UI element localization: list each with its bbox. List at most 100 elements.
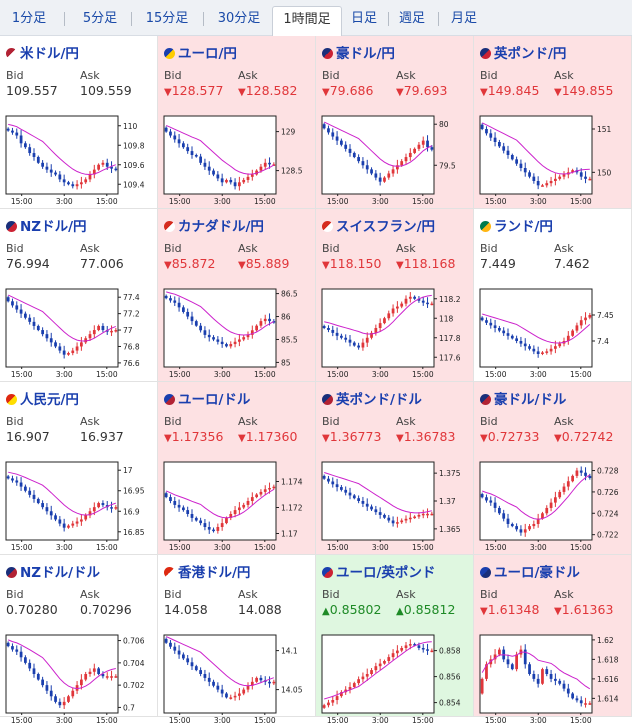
pair-title[interactable]: 香港ドル/円 <box>164 561 251 581</box>
rate-card[interactable]: 英ポンド/ドル Bid Ask ▼1.36773 ▼1.36783 1.375 1.37 1.… <box>316 382 474 555</box>
ask-number: 109.559 <box>80 83 132 98</box>
pair-title[interactable]: 豪ドル/円 <box>322 42 395 62</box>
pair-name[interactable]: ユーロ/豪ドル <box>494 565 580 581</box>
candle-body <box>80 519 83 522</box>
candle-body <box>400 161 404 166</box>
rate-card[interactable]: ランド/円 Bid Ask 7.449 7.462 7.45 7.4 15:00 3:00 15:… <box>474 209 632 382</box>
pair-title[interactable]: ランド/円 <box>480 215 553 235</box>
candle-body <box>238 182 241 187</box>
ask-number: 128.582 <box>245 83 298 98</box>
candle-body <box>348 339 352 343</box>
tab-5[interactable]: 1時間足 <box>272 6 342 37</box>
rate-card[interactable]: 豪ドル/ドル Bid Ask ▼0.72733 ▼0.72742 0.728 0.726 0.… <box>474 382 632 555</box>
ask-value: ▼1.61363 <box>554 602 613 617</box>
pair-name[interactable]: 豪ドル/ドル <box>494 392 567 408</box>
pair-title[interactable]: ユーロ/英ポンド <box>322 561 436 581</box>
pair-title[interactable]: カナダドル/円 <box>164 215 264 235</box>
pair-name[interactable]: NZドル/ドル <box>20 565 101 581</box>
rate-card[interactable]: ユーロ/豪ドル Bid Ask ▼1.61348 ▼1.61363 1.62 1.618 1.… <box>474 555 632 725</box>
candle-body <box>32 153 36 157</box>
tab-8[interactable]: 月足 <box>450 11 477 26</box>
pair-title[interactable]: 英ポンド/ドル <box>322 388 422 408</box>
bid-number: 0.70280 <box>6 602 58 617</box>
rate-card[interactable]: 米ドル/円 Bid Ask 109.557 109.559 110 109.8 109.6 10… <box>0 36 158 209</box>
rate-card[interactable]: NZドル/ドル Bid Ask 0.70280 0.70296 0.706 0.704 0.7… <box>0 555 158 725</box>
ask-number: 1.61363 <box>561 602 614 617</box>
candle-body <box>92 169 96 175</box>
pair-title[interactable]: NZドル/円 <box>6 215 87 235</box>
pair-name[interactable]: カナダドル/円 <box>178 219 264 235</box>
candle-body <box>344 337 348 340</box>
bid-number: 1.17356 <box>171 429 224 444</box>
pair-name[interactable]: スイスフラン/円 <box>336 219 436 235</box>
rate-card[interactable]: カナダドル/円 Bid Ask ▼85.872 ▼85.889 86.5 86 85.5 85 1… <box>158 209 316 382</box>
pair-title[interactable]: 米ドル/円 <box>6 42 79 62</box>
x-tick-label: 15:00 <box>169 716 191 725</box>
pair-name[interactable]: 米ドル/円 <box>20 46 79 62</box>
candle-body <box>194 155 198 157</box>
rate-card[interactable]: 香港ドル/円 Bid Ask 14.058 14.088 14.1 14.05 15:00 3:… <box>158 555 316 725</box>
pair-name[interactable]: 人民元/円 <box>20 392 79 408</box>
candle-body <box>361 501 365 504</box>
candle-body <box>421 300 425 303</box>
candle-body <box>579 700 583 704</box>
y-tick-label: 76.8 <box>123 342 140 351</box>
tab-6[interactable]: 日足 <box>350 11 377 26</box>
pair-title[interactable]: NZドル/ドル <box>6 561 101 581</box>
rate-card[interactable]: NZドル/円 Bid Ask 76.994 77.006 77.4 77.2 77 76.8 76… <box>0 209 158 382</box>
candle-body <box>67 696 70 702</box>
candle-body <box>571 475 574 482</box>
pair-name[interactable]: NZドル/円 <box>20 219 87 235</box>
y-tick-label: 109.4 <box>123 180 145 189</box>
candle-body <box>177 302 181 308</box>
pair-name[interactable]: ユーロ/ドル <box>178 392 251 408</box>
candle-body <box>502 146 506 151</box>
pair-title[interactable]: 人民元/円 <box>6 388 79 408</box>
candle-body <box>169 497 172 501</box>
tab-separator <box>388 12 389 26</box>
pair-title[interactable]: ユーロ/円 <box>164 42 237 62</box>
pair-name[interactable]: 英ポンド/ドル <box>336 392 422 408</box>
tab-7[interactable]: 週足 <box>398 11 425 26</box>
candle-body <box>588 178 592 181</box>
x-tick-label: 15:00 <box>485 716 507 725</box>
candlestick-chart: 151 150 15:00 3:00 15:00 <box>479 115 612 206</box>
candle-body <box>396 522 399 524</box>
pair-title[interactable]: ユーロ/ドル <box>164 388 251 408</box>
candle-body <box>588 315 592 318</box>
rate-card[interactable]: ユーロ/英ポンド Bid Ask ▲0.85802 ▲0.85812 0.858 0.856… <box>316 555 474 725</box>
candle-body <box>41 503 44 508</box>
candlestick-chart: 110 109.8 109.6 109.4 15:00 3:00 15:00 <box>5 115 145 206</box>
rate-card[interactable]: スイスフラン/円 Bid Ask ▼118.150 ▼118.168 118.2 118 11… <box>316 209 474 382</box>
pair-name[interactable]: 香港ドル/円 <box>178 565 251 581</box>
tab-2[interactable]: 5分足 <box>82 11 118 26</box>
candle-body <box>67 182 70 185</box>
tab-1[interactable]: 1分足 <box>11 11 47 26</box>
ask-number: 0.70296 <box>80 602 132 617</box>
pair-title[interactable]: 豪ドル/ドル <box>480 388 567 408</box>
pair-name[interactable]: ユーロ/円 <box>178 46 237 62</box>
rate-card[interactable]: ユーロ/円 Bid Ask ▼128.577 ▼128.582 129 128.5 15:00… <box>158 36 316 209</box>
tab-3[interactable]: 15分足 <box>145 11 189 26</box>
candle-body <box>54 172 57 175</box>
candle-body <box>110 330 113 333</box>
pair-name[interactable]: ランド/円 <box>494 219 553 235</box>
pair-name[interactable]: 豪ドル/円 <box>336 46 395 62</box>
rate-card[interactable]: ユーロ/ドル Bid Ask ▼1.17356 ▼1.17360 1.174 1.172 1.… <box>158 382 316 555</box>
candle-body <box>207 677 211 682</box>
pair-name[interactable]: 英ポンド/円 <box>494 46 567 62</box>
pair-name[interactable]: ユーロ/英ポンド <box>336 565 436 581</box>
rate-card[interactable]: 英ポンド/円 Bid Ask ▼149.845 ▼149.855 151 150 15:00 3… <box>474 36 632 209</box>
y-tick-label: 77.2 <box>123 310 140 319</box>
candlestick-chart: 17 16.95 16.9 16.85 15:00 3:00 15:00 <box>5 461 145 552</box>
rate-card[interactable]: 豪ドル/円 Bid Ask ▼79.686 ▼79.693 80 79.5 15:00 3:00… <box>316 36 474 209</box>
pair-title[interactable]: ユーロ/豪ドル <box>480 561 580 581</box>
tab-4[interactable]: 30分足 <box>217 11 261 26</box>
candle-body <box>207 166 211 171</box>
x-tick-label: 3:00 <box>372 716 389 725</box>
candle-body <box>541 185 544 187</box>
pair-title[interactable]: スイスフラン/円 <box>322 215 436 235</box>
plot-area <box>163 461 277 541</box>
rate-card[interactable]: 人民元/円 Bid Ask 16.907 16.937 17 16.95 16.9 16.85 1… <box>0 382 158 555</box>
pair-title[interactable]: 英ポンド/円 <box>480 42 567 62</box>
